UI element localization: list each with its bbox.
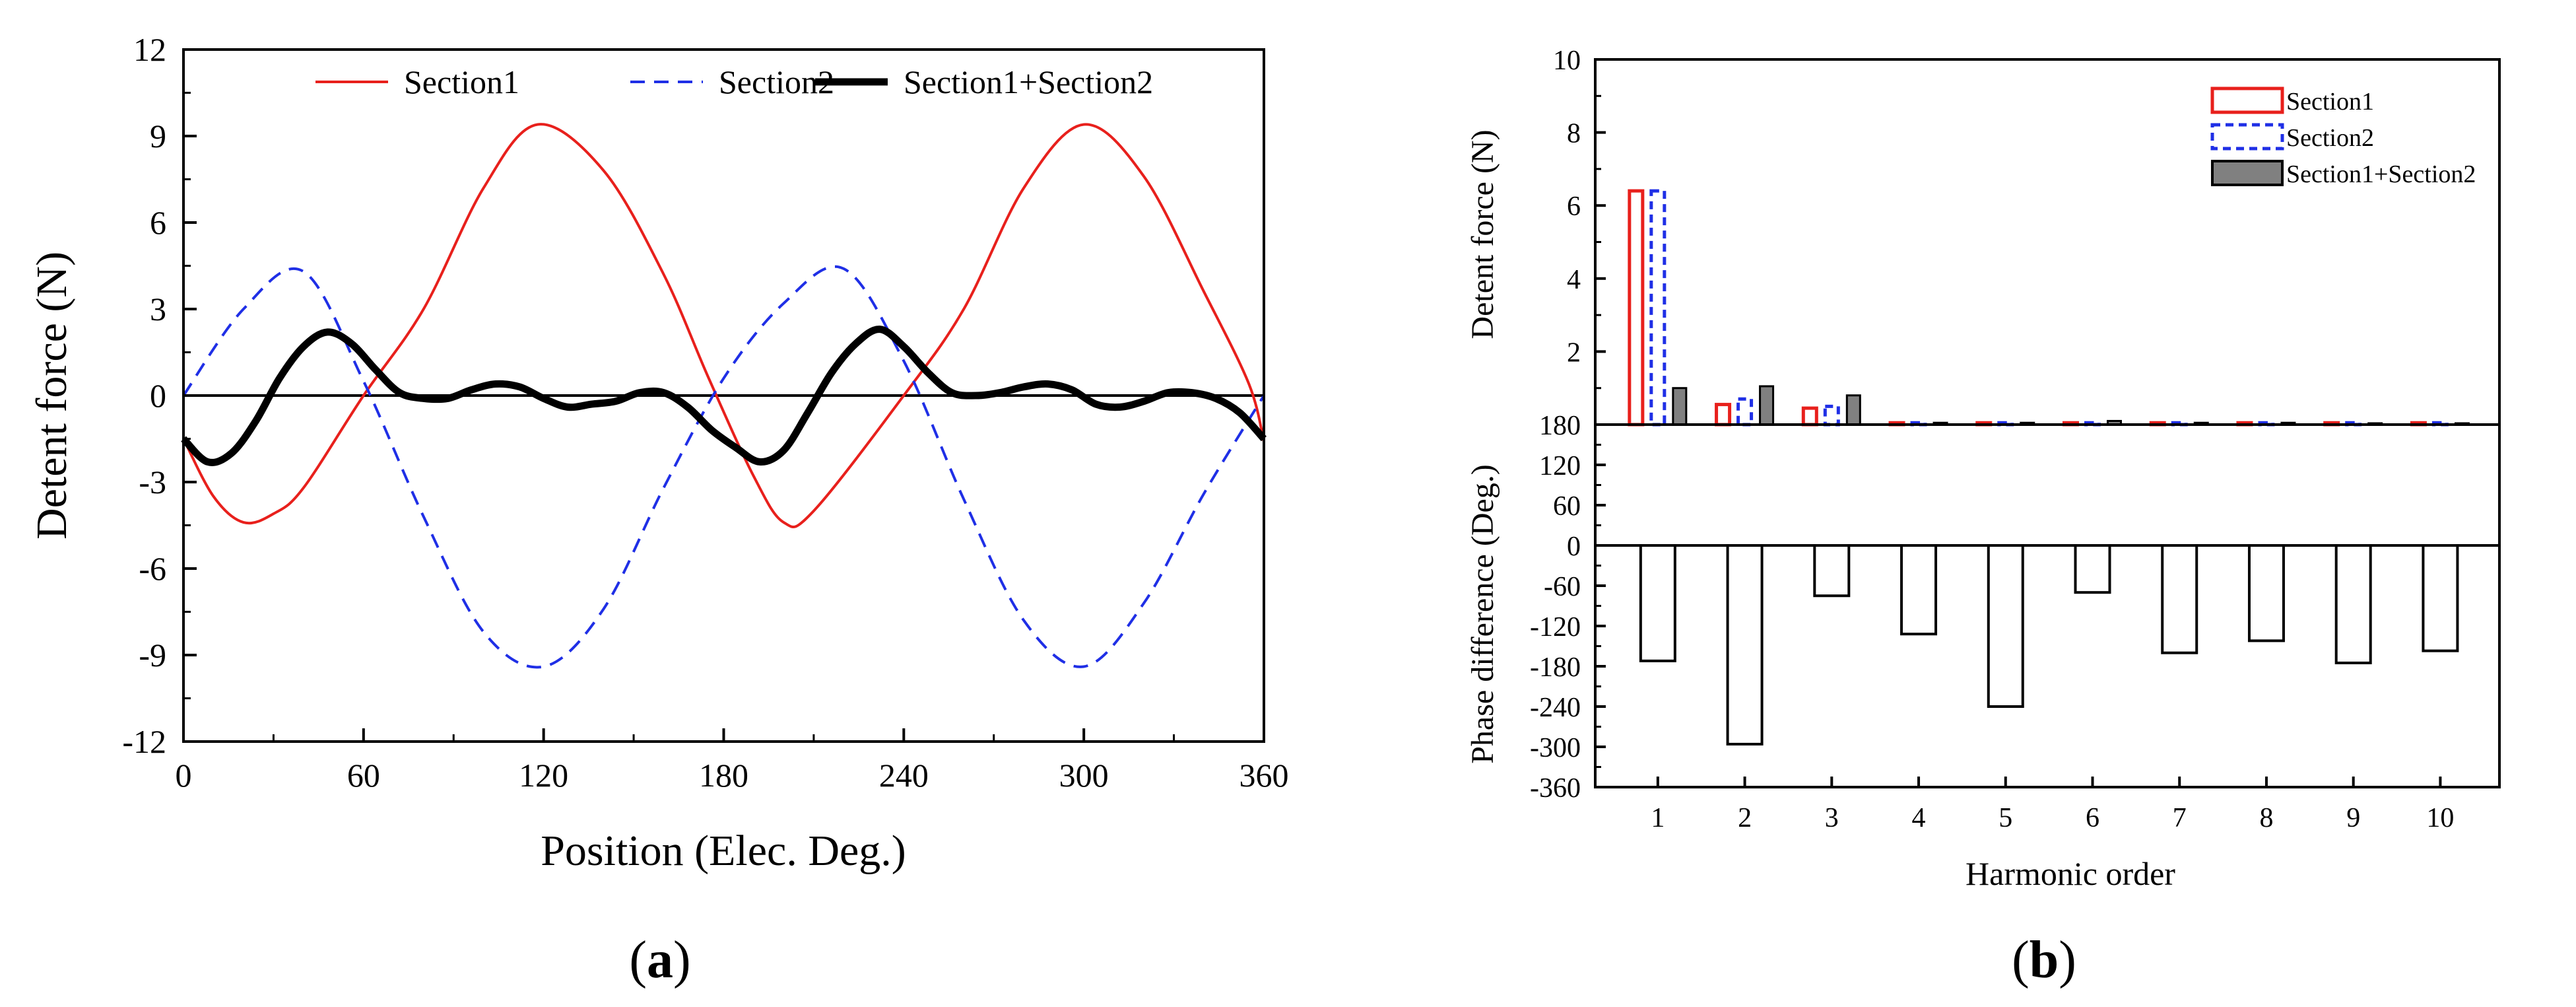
panel-a-label: (a)	[629, 931, 690, 989]
bar-top-section1-section2-h2	[1759, 385, 1775, 426]
panel-a-y-tick-label: -6	[139, 550, 166, 587]
series-line-section2	[182, 265, 1265, 669]
panel-a-y-tick-label: -3	[139, 464, 166, 501]
panel-a-x-axis-label: Position (Elec. Deg.)	[541, 827, 906, 875]
bar-top-section1-h3	[1801, 406, 1818, 427]
panel-a-legend: Section1 Section2 Section1+Section2	[315, 63, 1153, 100]
panel-b-bottom-y-tick-label: -360	[1530, 773, 1581, 804]
panel-a-y-tick-label: 3	[150, 291, 166, 328]
bar-phase-h9	[2334, 544, 2372, 664]
panel-b-top-y-tick-label: 2	[1567, 337, 1581, 368]
panel-b-bottom-y-axis-label: Phase difference (Deg.)	[1465, 464, 1500, 764]
panel-b-x-tick-label: 9	[2346, 803, 2360, 833]
panel-b-x-tick-label: 3	[1825, 803, 1839, 833]
panel-a-y-tick-label: -12	[122, 723, 166, 760]
panel-b-x-tick-label: 5	[1998, 803, 2012, 833]
bar-phase-h3	[1813, 544, 1851, 598]
panel-b-bottom-y-tick-label: -120	[1530, 612, 1581, 642]
bar-top-section1-section2-h1	[1672, 387, 1688, 426]
panel-b-x-tick-label: 6	[2086, 803, 2099, 833]
panel-a-x-tick-label: 240	[879, 757, 929, 794]
panel-b-bottom-y-tick-label: 120	[1539, 451, 1581, 481]
panel-a-x-tick-label: 60	[347, 757, 380, 794]
panel-b-x-tick-label: 7	[2173, 803, 2187, 833]
panel-b-x-tick-label: 10	[2426, 803, 2454, 833]
panel-a-y-tick-label: 12	[133, 31, 166, 68]
bar-phase-h10	[2422, 544, 2459, 652]
bar-top-section2-h2	[1736, 397, 1754, 427]
panel-b-bottom-y-tick-label: 60	[1553, 491, 1581, 522]
bar-top-section1-h1	[1628, 189, 1645, 427]
panel-b-bottom-y-tick-label: -240	[1530, 693, 1581, 723]
panel-a-x-tick-label: 300	[1059, 757, 1109, 794]
panel-b-label: (b)	[2012, 931, 2076, 989]
panel-b-legend-label: Section1	[2286, 88, 2374, 116]
panel-b-legend-label: Section2	[2286, 124, 2374, 152]
panel-b-x-tick-label: 8	[2259, 803, 2273, 833]
panel-b-bottom-y-tick-label: -300	[1530, 733, 1581, 763]
bar-phase-h5	[1987, 544, 2024, 708]
panel-a-x-tick-label: 180	[699, 757, 748, 794]
series-line-section1	[182, 123, 1265, 528]
panel-a-legend-label: Section2	[719, 63, 834, 100]
series-line-section1-section2	[180, 326, 1267, 466]
panel-a-y-axis-label: Detent force (N)	[28, 252, 76, 539]
panel-a-legend-label: Section1	[404, 63, 519, 100]
panel-b-x-axis-label: Harmonic order	[1965, 855, 2175, 892]
bar-phase-h7	[2161, 544, 2198, 654]
panel-b-legend-label: Section1+Section2	[2286, 160, 2476, 188]
bar-top-section1-section2-h3	[1845, 394, 1861, 426]
bar-phase-h2	[1726, 544, 1764, 746]
panel-b-top-y-tick-label: 10	[1553, 46, 1581, 76]
panel-a-chart: 0 60 120 180 240 300 360 12 9 6 3 0 -3 -6 -9 -12 Posit…	[28, 31, 1289, 989]
bar-phase-h4	[1900, 544, 1938, 636]
panel-a-x-tick-label: 0	[176, 757, 192, 794]
panel-b-bottom-y-tick-label: -180	[1530, 652, 1581, 683]
panel-a-y-tick-label: -9	[139, 637, 166, 674]
panel-b-legend-swatch	[2210, 123, 2284, 151]
panel-a-x-tick-label: 120	[519, 757, 568, 794]
panel-b-legend: Section1 Section2 Section1+Section2	[2210, 87, 2476, 188]
bar-top-section2-h1	[1649, 189, 1667, 427]
panel-b-top-y-tick-label: 8	[1567, 119, 1581, 149]
panel-b-x-tick-label: 1	[1651, 803, 1665, 833]
panel-b-top-y-tick-label: 4	[1567, 265, 1581, 295]
panel-a-y-tick-label: 9	[150, 118, 166, 155]
panel-b-top-y-axis-label: Detent force (N)	[1465, 129, 1500, 339]
panel-b-x-tick-label: 4	[1912, 803, 1926, 833]
bar-phase-h1	[1639, 544, 1676, 662]
panel-b-top-y-tick-label: 6	[1567, 191, 1581, 222]
panel-a-y-tick-label: 0	[150, 377, 166, 414]
panel-b-x-tick-label: 2	[1738, 803, 1752, 833]
panel-a-y-tick-label: 6	[150, 204, 166, 241]
panel-b-legend-swatch	[2211, 160, 2284, 186]
panel-a-x-tick-label: 360	[1239, 757, 1289, 794]
panel-b-bottom-y-tick-label: 0	[1567, 532, 1581, 562]
bar-phase-h6	[2074, 544, 2111, 594]
bar-top-section2-h3	[1823, 404, 1840, 427]
panel-a-legend-label: Section1+Section2	[904, 63, 1153, 100]
bar-top-section1-h2	[1715, 403, 1732, 427]
panel-b-bottom-y-tick-label: -60	[1544, 572, 1581, 602]
panel-b-bottom-y-tick-label: 180	[1539, 411, 1581, 441]
bar-phase-h8	[2247, 544, 2285, 642]
panel-b-legend-swatch	[2210, 87, 2284, 114]
